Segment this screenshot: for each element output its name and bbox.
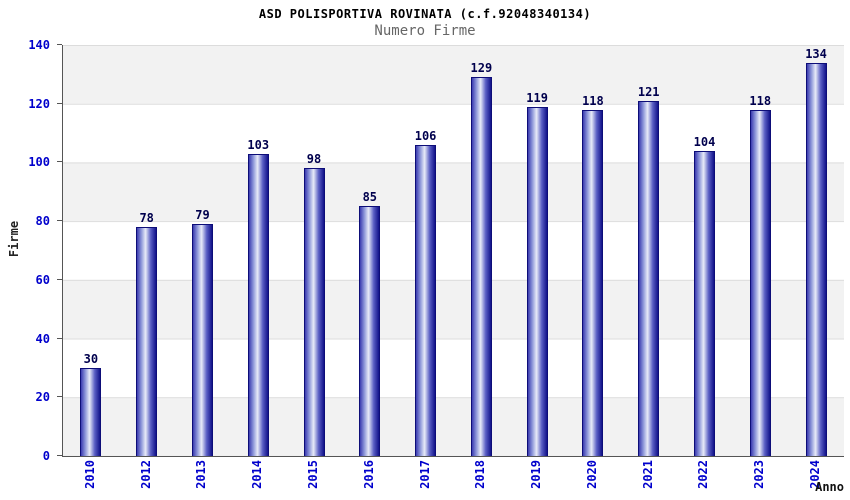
x-tick-label: 2012 — [138, 460, 153, 489]
x-tick-slot: 2013 — [174, 456, 230, 498]
bar-slot: 79 — [175, 45, 231, 456]
y-tick-label: 140 — [28, 38, 50, 52]
bar-value-label: 79 — [195, 208, 210, 223]
bar-slot: 30 — [63, 45, 119, 456]
x-tick-label: 2021 — [640, 460, 655, 489]
bar — [526, 106, 548, 456]
bar — [136, 227, 158, 456]
bar-slot: 78 — [119, 45, 175, 456]
bar-value-label: 98 — [306, 152, 322, 167]
y-tick-mark — [57, 278, 62, 280]
x-tick-label: 2013 — [194, 460, 209, 489]
bar — [80, 367, 102, 456]
x-tick-slot: 2015 — [285, 456, 341, 498]
x-tick-label: 2023 — [752, 460, 767, 489]
y-tick-mark — [57, 161, 62, 163]
y-tick-label: 40 — [35, 331, 50, 346]
x-tick-label: 2020 — [584, 460, 599, 489]
bar-slot: 104 — [677, 45, 733, 456]
y-axis-ticks: 0 20 40 60 80 100 120 140 — [0, 39, 62, 462]
x-tick-label: 2015 — [306, 460, 321, 489]
bar — [191, 224, 213, 456]
bar-slot: 121 — [621, 45, 677, 456]
bar — [470, 77, 492, 456]
bar-slot: 118 — [565, 45, 621, 456]
y-tick-label: 0 — [42, 449, 50, 463]
bar-value-label: 118 — [582, 93, 604, 108]
bar-value-label: 85 — [362, 190, 378, 205]
x-tick-label: 2016 — [361, 460, 376, 489]
y-tick-label: 120 — [28, 96, 50, 111]
x-tick-label: 2022 — [696, 460, 711, 489]
bar-value-label: 129 — [470, 61, 493, 76]
x-tick-slot: 2020 — [564, 456, 620, 498]
y-tick-mark — [57, 337, 62, 339]
y-tick-mark — [57, 396, 62, 398]
bar — [247, 153, 269, 456]
bar — [415, 144, 437, 456]
bar — [638, 100, 660, 456]
bar — [749, 109, 771, 456]
bar-value-label: 104 — [693, 134, 716, 149]
bar — [693, 150, 715, 456]
bar — [359, 206, 381, 456]
chart-subtitle: Numero Firme — [374, 23, 476, 39]
x-tick-label: 2010 — [82, 460, 97, 489]
x-tick-label: 2014 — [250, 460, 265, 489]
bar-slot: 119 — [509, 45, 565, 456]
y-tick-mark — [57, 220, 62, 222]
x-tick-slot: 2022 — [676, 456, 732, 498]
x-tick-slot: 2023 — [731, 456, 787, 498]
x-tick-slot: 2014 — [229, 456, 285, 498]
x-tick-label: 2018 — [473, 460, 488, 489]
bar-value-label: 134 — [805, 46, 827, 61]
bar — [303, 168, 325, 456]
x-tick-label: 2019 — [529, 460, 544, 489]
bar-slot: 134 — [788, 45, 844, 456]
x-tick-slot: 2016 — [341, 456, 397, 498]
x-tick-label: 2017 — [417, 460, 432, 489]
x-tick-slot: 2021 — [620, 456, 676, 498]
bar-value-label: 78 — [139, 211, 154, 226]
plot-area: 30 78 79 103 98 85 106 129 119 118 121 104 118 134 — [62, 45, 844, 457]
bar-slot: 103 — [230, 45, 286, 456]
x-axis-ticks: 2010 2012 2013 2014 2015 2016 2017 2018 2019 2020… — [62, 456, 843, 498]
bar-slot: 85 — [342, 45, 398, 456]
bar-value-label: 30 — [83, 351, 99, 366]
y-tick-mark — [57, 455, 62, 456]
bar-value-label: 121 — [637, 84, 660, 99]
bar-value-label: 118 — [749, 93, 772, 108]
y-tick-label: 60 — [35, 272, 50, 287]
y-tick-label: 20 — [35, 390, 50, 405]
x-tick-slot: 2017 — [397, 456, 453, 498]
x-axis-label: Anno — [815, 480, 844, 494]
y-tick-label: 80 — [35, 214, 50, 229]
chart-title: ASD POLISPORTIVA ROVINATA (c.f.920483401… — [258, 7, 592, 21]
bar-value-label: 103 — [247, 137, 270, 152]
y-tick-label: 100 — [28, 155, 50, 170]
y-tick-mark — [57, 44, 62, 45]
x-tick-slot: 2018 — [452, 456, 508, 498]
y-tick-mark — [57, 102, 62, 104]
x-tick-slot: 2010 — [62, 456, 118, 498]
x-tick-slot: 2019 — [508, 456, 564, 498]
bar-slot: 106 — [398, 45, 454, 456]
x-tick-slot: 2012 — [118, 456, 174, 498]
bar-slot: 129 — [453, 45, 509, 456]
bar — [582, 109, 604, 456]
bar-value-label: 106 — [414, 128, 437, 143]
bar-slot: 118 — [732, 45, 788, 456]
bar — [805, 62, 827, 456]
bar-value-label: 119 — [526, 90, 548, 105]
bar-slot: 98 — [286, 45, 342, 456]
